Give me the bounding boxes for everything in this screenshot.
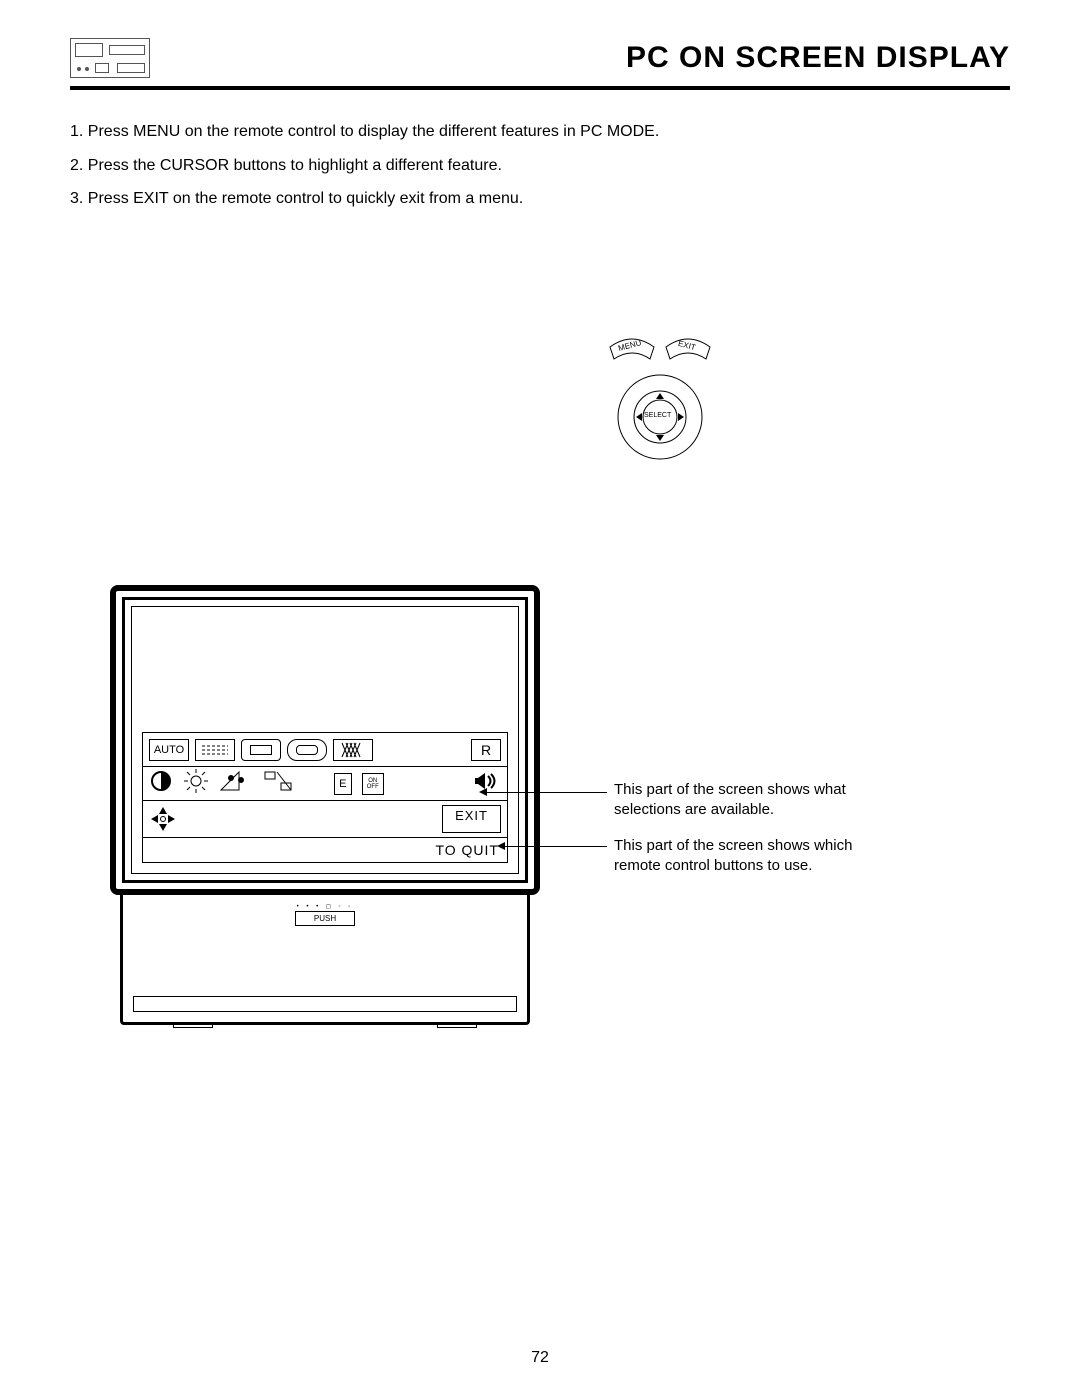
tv-push-label: PUSH	[295, 911, 355, 926]
osd-screen2-icon	[287, 739, 327, 761]
arrow-head-icon	[479, 788, 487, 796]
arrow-line	[505, 846, 607, 847]
header-device-icon	[70, 38, 150, 78]
instruction-item: 2. Press the CURSOR buttons to highlight…	[70, 149, 1010, 183]
osd-off-label: OFF	[367, 784, 379, 790]
osd-brightness-lines-icon	[195, 739, 235, 761]
osd-auto: AUTO	[149, 739, 189, 761]
instruction-item: 3. Press EXIT on the remote control to q…	[70, 182, 1010, 216]
osd-cursor-icon	[149, 805, 177, 833]
osd-exit-label: EXIT	[442, 805, 501, 833]
tv-diagram: AUTO	[110, 585, 540, 1025]
osd-aspect-icon	[263, 770, 293, 797]
osd-geometry-icon	[219, 770, 253, 797]
tv-base: • • • ◻ ◦ ◦ PUSH	[120, 895, 530, 1025]
select-button-label: SELECT	[644, 412, 671, 419]
arrow-head-icon	[497, 842, 505, 850]
page-header: PC ON SCREEN DISPLAY	[70, 30, 1010, 90]
osd-onoff: ON OFF	[362, 773, 384, 795]
page-title: PC ON SCREEN DISPLAY	[626, 41, 1010, 75]
annotation-1: This part of the screen shows what selec…	[614, 780, 874, 819]
page-number: 72	[531, 1349, 549, 1367]
osd-e: E	[334, 773, 352, 795]
osd-screen1-icon	[241, 739, 281, 761]
osd-hash-icon	[333, 739, 373, 761]
osd-r: R	[471, 739, 501, 761]
osd-sun-icon	[183, 768, 209, 799]
instruction-item: 1. Press MENU on the remote control to d…	[70, 115, 1010, 149]
osd-contrast-icon	[149, 769, 173, 798]
remote-control-diagram: MENU EXIT SELECT	[600, 325, 730, 475]
osd-quit-label: TO QUIT	[143, 838, 507, 862]
instruction-list: 1. Press MENU on the remote control to d…	[70, 115, 1010, 216]
osd-menu: AUTO	[142, 732, 508, 863]
arrow-line	[487, 792, 607, 793]
annotation-2: This part of the screen shows which remo…	[614, 836, 874, 875]
